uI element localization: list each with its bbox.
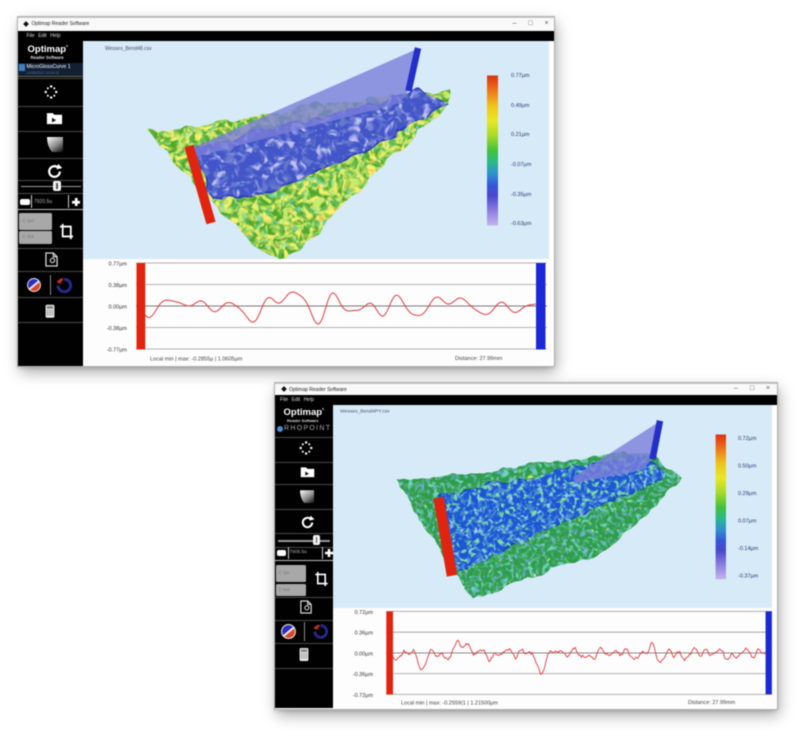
svg-text:-0.37µm: -0.37µm bbox=[738, 573, 759, 579]
svg-text:0.00µm: 0.00µm bbox=[355, 651, 374, 657]
svg-text:0.77µm: 0.77µm bbox=[109, 261, 128, 267]
svg-text:Wessex_Bend4PY.csv: Wessex_Bend4PY.csv bbox=[340, 408, 390, 414]
svg-text:0.38µm: 0.38µm bbox=[109, 283, 128, 289]
svg-text:0.00µm: 0.00µm bbox=[109, 304, 128, 310]
svg-text:Distance: 27.99mm: Distance: 27.99mm bbox=[688, 700, 736, 706]
svg-text:0.21µm: 0.21µm bbox=[511, 132, 530, 138]
svg-text:-0.07µm: -0.07µm bbox=[511, 162, 532, 168]
svg-text:-0.77µm: -0.77µm bbox=[107, 347, 128, 353]
svg-text:-0.63µm: -0.63µm bbox=[511, 221, 532, 227]
svg-text:0.50µm: 0.50µm bbox=[738, 463, 757, 469]
svg-text:Wessex_Bend48.csv: Wessex_Bend48.csv bbox=[105, 46, 152, 52]
svg-text:-0.35µm: -0.35µm bbox=[511, 192, 532, 198]
svg-text:-0.72µm: -0.72µm bbox=[353, 692, 374, 698]
svg-text:0.77µm: 0.77µm bbox=[511, 73, 530, 79]
svg-text:0.49µm: 0.49µm bbox=[511, 103, 530, 109]
svg-text:0.72µm: 0.72µm bbox=[738, 436, 757, 442]
svg-text:Distance: 27.99mm: Distance: 27.99mm bbox=[455, 356, 503, 362]
svg-text:0.07µm: 0.07µm bbox=[738, 518, 757, 524]
svg-text:-0.36µm: -0.36µm bbox=[353, 672, 374, 678]
svg-text:Local min | max: -0.2559(1 |: Local min | max: -0.2559(1 | 1.21500µm bbox=[401, 700, 498, 706]
svg-text:0.29µm: 0.29µm bbox=[738, 491, 757, 497]
svg-text:Local min | max: -0.2855µ | 1: Local min | max: -0.2855µ | 1.0605µm bbox=[150, 356, 243, 362]
svg-text:0.36µm: 0.36µm bbox=[355, 630, 374, 636]
svg-text:0.72µm: 0.72µm bbox=[355, 610, 374, 616]
svg-text:-0.14µm: -0.14µm bbox=[738, 546, 759, 552]
svg-text:-0.38µm: -0.38µm bbox=[107, 326, 128, 332]
